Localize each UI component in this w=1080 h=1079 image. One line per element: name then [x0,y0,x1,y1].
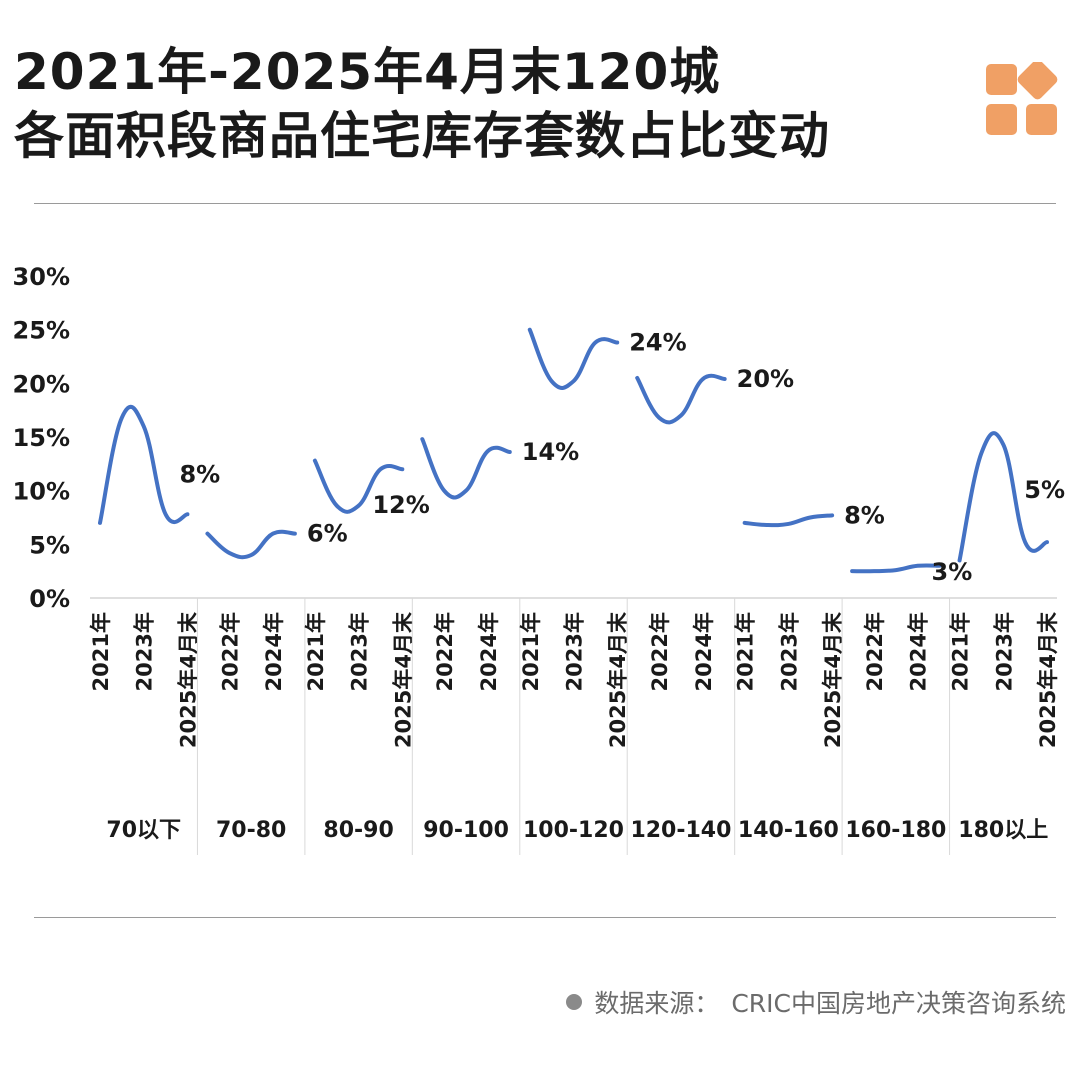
x-tick-label: 2021年 [949,612,973,691]
group-label: 120-140 [630,818,731,843]
data-label: 5% [1024,476,1065,504]
group-label: 100-120 [523,818,624,843]
series-line [98,404,190,525]
data-label: 24% [629,329,686,357]
y-tick-label: 30% [13,263,70,291]
data-label: 14% [522,438,579,466]
top-divider [34,203,1056,204]
chart-title-line-1: 2021年-2025年4月末120城 [14,43,721,101]
line-chart: 30% 25% 20% 15% 10% 5% 0% 2021年 2023年 2025年4月末 70以… [13,263,1065,855]
x-tick-label: 2022年 [863,612,887,691]
x-tick-label: 2023年 [348,612,372,691]
x-tick-label: 2024年 [692,612,716,691]
data-label: 8% [179,460,220,488]
series-line [635,373,727,425]
x-tick-label: 2023年 [133,612,157,691]
x-tick-label: 2022年 [218,612,242,691]
x-tick-label: 2024年 [477,612,501,691]
series-line [957,431,1049,563]
group-label: 90-100 [423,818,509,843]
group-label: 160-180 [845,818,946,843]
data-source: 数据来源： CRIC中国房地产决策咨询系统 [566,984,1066,1020]
x-tick-label: 2021年 [304,612,328,691]
chart-title: 2021年-2025年4月末120城 各面积段商品住宅库存套数占比变动 [14,40,830,168]
data-label: 6% [307,520,348,548]
x-tick-label: 2025年4月末 [821,611,845,748]
x-tick-label: 2022年 [648,612,672,691]
x-tick-label: 2021年 [89,612,113,691]
data-label: 20% [737,365,794,393]
y-tick-label: 0% [29,585,70,613]
x-tick-label: 2023年 [777,612,801,691]
data-source-prefix: 数据来源： [594,989,720,1018]
bullet-icon [566,994,583,1010]
x-tick-label: 2022年 [433,612,457,691]
series-line [850,563,942,574]
four-tile-logo-icon [986,62,1058,135]
group-label: 180以上 [958,818,1048,843]
series-line [312,458,405,514]
y-tick-label: 20% [13,370,70,398]
x-tick-label: 2021年 [519,612,543,691]
group-label: 140-160 [738,818,839,843]
series-line [205,529,297,560]
group-label: 70-80 [216,818,286,843]
x-tick-label: 2023年 [992,612,1016,691]
x-tick-label: 2025年4月末 [1036,611,1060,748]
data-label: 12% [372,491,429,519]
group-label: 80-90 [323,818,393,843]
series-line [527,327,620,390]
x-tick-label: 2024年 [262,612,286,691]
data-source-text: CRIC中国房地产决策咨询系统 [731,989,1066,1018]
y-tick-label: 25% [13,317,70,345]
x-tick-label: 2025年4月末 [391,611,415,748]
y-tick-label: 15% [13,424,70,452]
bottom-divider [34,917,1056,918]
group-label: 70以下 [106,818,181,843]
data-label: 8% [844,501,885,529]
data-label: 3% [932,558,973,586]
chart-title-line-2: 各面积段商品住宅库存套数占比变动 [14,107,830,165]
x-tick-label: 2021年 [734,612,758,691]
x-tick-label: 2024年 [907,612,931,691]
x-tick-label: 2025年4月末 [176,611,200,748]
y-tick-label: 10% [13,478,70,506]
y-tick-label: 5% [29,531,70,559]
series-line [742,513,835,528]
x-tick-label: 2023年 [563,612,587,691]
series-line [420,437,512,500]
x-tick-label: 2025年4月末 [606,611,630,748]
